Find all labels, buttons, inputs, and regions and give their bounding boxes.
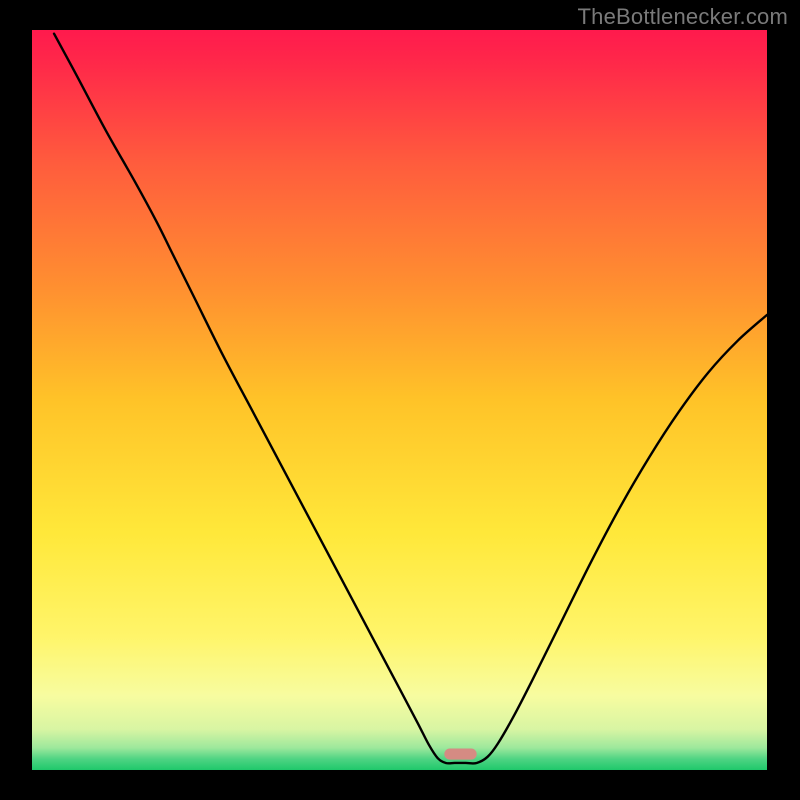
chart-stage: TheBottlenecker.com: [0, 0, 800, 800]
plot-area: [32, 30, 767, 770]
optimum-marker: [444, 749, 476, 760]
bottleneck-curve-chart: [0, 0, 800, 800]
